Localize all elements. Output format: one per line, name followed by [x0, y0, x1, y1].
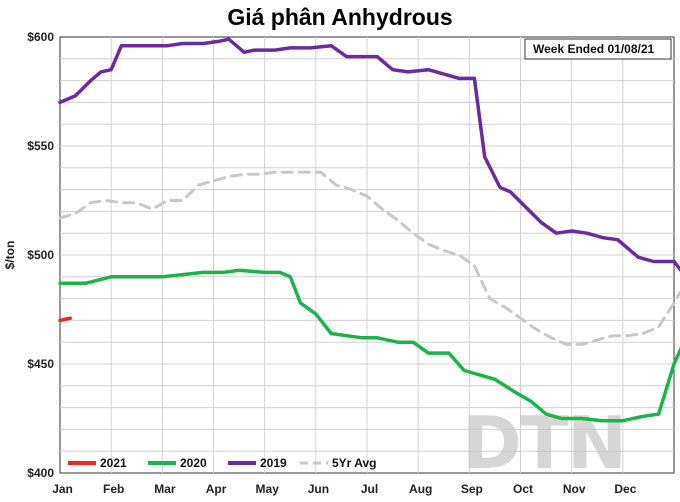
legend: 2021 2020 2019 5Yr Avg — [68, 456, 376, 470]
legend-label: 2019 — [260, 456, 287, 470]
legend-label: 2021 — [100, 456, 127, 470]
x-tick-label: Jul — [361, 482, 378, 496]
y-tick-label: $550 — [27, 139, 54, 153]
y-axis-label: $/ton — [3, 241, 17, 270]
y-tick-label: $600 — [27, 30, 54, 44]
y-tick-labels: $400 $450 $500 $550 $600 — [27, 30, 54, 480]
x-tick-label: Mar — [154, 482, 176, 496]
x-tick-labels: Jan Feb Mar Apr May Jun Jul Aug Sep Oct Nov Dec — [52, 482, 637, 496]
y-tick-label: $500 — [27, 248, 54, 262]
x-tick-label: Jan — [52, 482, 73, 496]
x-tick-label: Oct — [513, 482, 533, 496]
x-tick-label: Apr — [206, 482, 227, 496]
series-line-5yr-avg — [58, 170, 680, 346]
x-tick-label: Jun — [308, 482, 329, 496]
annotation-box — [524, 38, 672, 60]
series-line-2019 — [58, 37, 680, 273]
series-line-2021 — [58, 316, 72, 323]
legend-label: 5Yr Avg — [332, 456, 376, 470]
x-tick-label: Sep — [461, 482, 483, 496]
chart-title: Giá phân Anhydrous — [227, 4, 453, 30]
x-tick-label: May — [256, 482, 280, 496]
y-tick-label: $400 — [27, 466, 54, 480]
x-tick-label: Dec — [614, 482, 636, 496]
x-tick-label: Aug — [409, 482, 432, 496]
series-lines — [58, 37, 680, 423]
series-line-2020 — [58, 268, 680, 423]
x-tick-label: Feb — [103, 482, 124, 496]
grid — [60, 37, 674, 473]
x-tick-label: Nov — [563, 482, 586, 496]
week-ended-annotation: Week Ended 01/08/21 — [524, 38, 672, 60]
annotation-text: Week Ended 01/08/21 — [533, 42, 655, 56]
legend-label: 2020 — [180, 456, 207, 470]
y-tick-label: $450 — [27, 357, 54, 371]
